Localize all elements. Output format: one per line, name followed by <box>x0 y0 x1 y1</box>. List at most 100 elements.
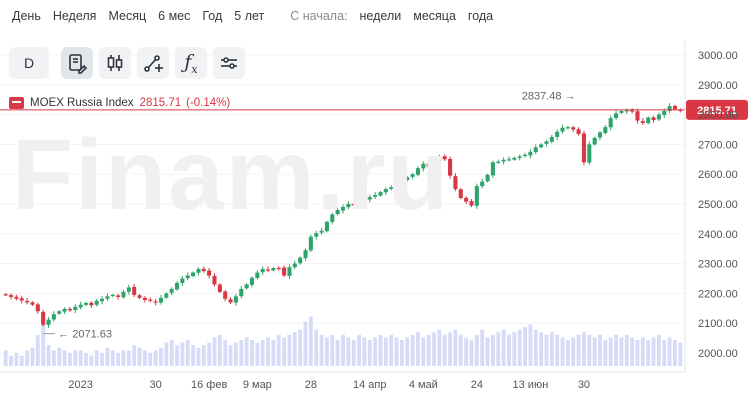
y-tick-label: 3000.00 <box>698 50 738 62</box>
period-month[interactable]: Месяц <box>108 9 147 23</box>
volume-bar <box>159 347 163 366</box>
candle-body <box>233 296 238 303</box>
volume-bar <box>426 334 431 366</box>
period-six-months[interactable]: 6 мес <box>158 9 191 23</box>
volume-bar <box>485 337 490 366</box>
volume-bar <box>432 332 436 366</box>
volume-bar <box>132 345 137 366</box>
volume-bar <box>544 334 549 366</box>
volume-bar <box>501 329 506 366</box>
candle-body <box>523 154 528 157</box>
candle-body <box>421 163 426 169</box>
candle-body <box>469 201 474 206</box>
candle-body <box>271 268 276 271</box>
period-week[interactable]: Неделя <box>52 9 97 23</box>
volume-bar <box>469 340 474 366</box>
candle-body <box>35 304 40 312</box>
candle-body <box>581 133 586 163</box>
since-week[interactable]: недели <box>359 9 402 23</box>
volume-bar <box>116 353 121 366</box>
chart-type-button[interactable] <box>99 47 131 79</box>
volume-bar <box>421 337 426 366</box>
candle-body <box>528 151 533 156</box>
interval-button[interactable]: D <box>9 47 49 79</box>
volume-bar <box>624 334 629 366</box>
candle-body <box>212 275 217 285</box>
moex-logo-icon <box>9 97 24 109</box>
candle-body <box>640 121 645 123</box>
candle-body <box>373 195 378 197</box>
volume-bar <box>555 334 560 366</box>
period-day[interactable]: День <box>12 9 41 23</box>
volume-bar <box>464 337 469 366</box>
candle-body <box>266 269 271 271</box>
candle-body <box>544 141 549 144</box>
candle-body <box>458 189 463 199</box>
settings-button[interactable] <box>213 47 245 79</box>
candle-body <box>116 295 121 297</box>
candle-body <box>239 288 244 297</box>
candle-body <box>480 181 485 187</box>
since-year[interactable]: года <box>467 9 494 23</box>
volume-bar <box>678 342 683 366</box>
volume-bar <box>137 347 142 366</box>
sliders-icon <box>221 57 237 69</box>
candle-body <box>448 158 453 176</box>
volume-bar <box>282 337 287 366</box>
candle-body <box>89 302 94 306</box>
volume-bar <box>276 334 281 366</box>
candle-body <box>560 127 565 132</box>
volume-bar <box>201 345 206 366</box>
volume-bar <box>41 314 46 366</box>
candle-body <box>587 144 592 163</box>
y-axis: 3000.00 2900.00 2800.00 2700.00 2600.00 2500.… <box>684 40 738 372</box>
volume-bar <box>549 332 554 366</box>
volume-bar <box>78 350 83 366</box>
candle-body <box>330 214 335 222</box>
volume-bar <box>389 334 394 366</box>
low-annotation-label: ← 2071.63 <box>58 329 112 341</box>
since-month[interactable]: месяца <box>413 9 456 23</box>
volume-bar <box>191 345 196 366</box>
volume-bar <box>480 329 485 366</box>
y-tick-label: 2600.00 <box>698 169 738 181</box>
period-five-years[interactable]: 5 лет <box>234 9 265 23</box>
x-tick-label: 2023 <box>68 379 92 391</box>
pen-note-icon <box>69 54 88 74</box>
volume-bar <box>30 347 35 366</box>
add-trendline-button[interactable] <box>137 47 169 79</box>
volume-bar <box>62 350 67 366</box>
candle-body <box>185 275 190 279</box>
x-tick-label: 28 <box>305 379 317 391</box>
drawing-tools-button[interactable] <box>61 47 93 79</box>
x-axis: 2023 30 16 фев 9 мар 28 14 апр 4 май 24 13 июн 30 <box>0 371 685 391</box>
candle-body <box>174 282 180 290</box>
candle-body <box>67 308 72 311</box>
instrument-change: (-0.14%) <box>186 97 231 109</box>
y-tick-label: 2700.00 <box>698 139 738 151</box>
indicators-button[interactable]: ƒx <box>175 47 207 79</box>
period-selector: День Неделя Месяц 6 мес Год 5 лет С нача… <box>0 0 750 32</box>
volume-bar <box>587 334 592 366</box>
candle-body <box>394 183 399 187</box>
volume-bar <box>656 334 661 366</box>
candle-body <box>180 278 185 283</box>
period-year[interactable]: Год <box>202 9 223 23</box>
price-badge-label: 2815.71 <box>697 105 737 117</box>
candle-body <box>651 117 656 120</box>
x-tick-label: 16 фев <box>191 379 227 391</box>
candle-body <box>539 144 544 148</box>
candle-body <box>137 295 142 298</box>
candle-body <box>656 114 661 120</box>
candlestick-icon <box>107 55 123 71</box>
x-tick-label: 24 <box>471 379 483 391</box>
candle-body <box>132 286 137 295</box>
candle-body <box>496 161 501 163</box>
candle-body <box>389 187 394 189</box>
candle-body <box>672 105 678 110</box>
volume-bar <box>630 337 635 366</box>
candle-body <box>442 156 447 160</box>
candle-body <box>169 288 174 293</box>
candle-body <box>383 189 388 193</box>
